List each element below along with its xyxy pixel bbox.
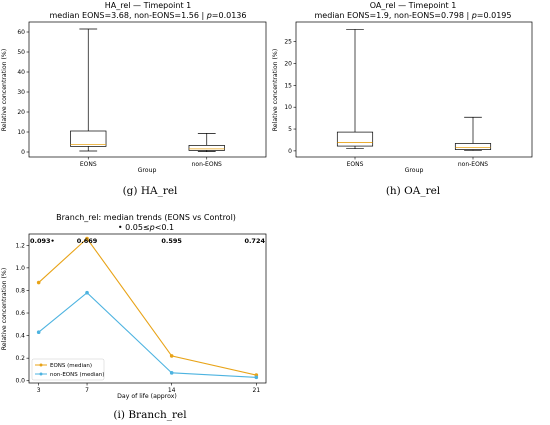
- g-ytick-label: 0: [21, 149, 25, 156]
- g-ytick-label: 50: [17, 49, 25, 56]
- i-ytick-label: 0.4: [15, 333, 25, 340]
- g-ytick-label: 60: [17, 29, 25, 36]
- panel-g-caption: (g) HA_rel: [123, 185, 178, 197]
- panel-i-xlabel: Day of life (approx): [117, 393, 177, 400]
- panel-i-title: Branch_rel: median trends (EONS vs Contr…: [56, 213, 236, 222]
- g-ytick-label: 10: [17, 129, 25, 136]
- h-box-eons-iqr: [336, 131, 374, 147]
- panel-h-subtitle: median EONS=1.9, non-EONS=0.798 | p=0.01…: [315, 11, 512, 20]
- g-xtick-label-eons: EONS: [80, 161, 97, 168]
- g-ytick-label: 30: [17, 89, 25, 96]
- g-ytick-label: 40: [17, 69, 25, 76]
- series-non-eons-point: [85, 290, 89, 295]
- panel-i: Branch_rel: median trends (EONS vs Contr…: [1, 213, 267, 421]
- panel-h-boxes: [336, 29, 492, 151]
- panel-g-plot-area: [28, 21, 267, 158]
- panel-h-xlabel: Group: [405, 167, 424, 174]
- i-ytick-label: 1.2: [15, 242, 25, 249]
- panel-h-title: OA_rel — Timepoint 1: [370, 1, 457, 10]
- panel-g-title: HA_rel — Timepoint 1: [105, 1, 191, 10]
- h-xtick-label-non-eons: non-EONS: [458, 161, 488, 168]
- h-ytick-label: 5: [288, 126, 292, 133]
- series-eons-point: [36, 280, 41, 285]
- i-xtick-label: 14: [168, 387, 176, 394]
- i-ytick-label: 0.8: [15, 287, 25, 294]
- i-xtick-label: 3: [37, 387, 41, 394]
- i-ytick-label: 0.0: [15, 378, 25, 385]
- panel-g-subtitle: median EONS=3.68, non-EONS=1.56 | p=0.01…: [50, 11, 247, 20]
- i-ytick-label: 0.6: [15, 310, 25, 317]
- h-ytick-label: 25: [284, 39, 292, 46]
- panel-g-ylabel: Relative concentration (%): [1, 49, 8, 131]
- g-box-non-eons: [188, 133, 225, 152]
- series-eons-point: [169, 354, 174, 358]
- panel-i-y-ticks: 0.0 0.2 0.4 0.6 0.8 1.0 1.2: [15, 242, 29, 385]
- h-box-eons: [336, 29, 374, 150]
- g-box-non-eons-iqr: [188, 145, 225, 151]
- panel-g-boxes: [70, 28, 225, 152]
- h-box-non-eons-iqr: [454, 143, 492, 150]
- h-ytick-label: 0: [288, 148, 292, 155]
- series-non-eons-point: [36, 330, 41, 335]
- h-ytick-label: 20: [284, 61, 292, 68]
- legend-box: [31, 358, 105, 381]
- g-box-eons: [70, 28, 107, 152]
- series-non-eons-line: [38, 291, 257, 378]
- legend-non-eons-label: non-EONS (median): [50, 372, 104, 378]
- series-eons-point: [85, 236, 89, 241]
- panel-g-xlabel: Group: [138, 167, 157, 174]
- panel-i-legend: EONS (median) non-EONS (median): [31, 358, 105, 381]
- panel-i-caption: (i) Branch_rel: [113, 409, 187, 421]
- panel-i-plot-area: [28, 233, 267, 384]
- panel-h: OA_rel — Timepoint 1 median EONS=1.9, no…: [272, 1, 533, 197]
- p-annotation-day-14: 0.595: [161, 237, 182, 245]
- i-xtick-label: 21: [253, 387, 261, 394]
- p-annotation-day-7: 0.669: [77, 237, 98, 245]
- h-box-non-eons: [454, 116, 492, 151]
- g-box-eons-iqr: [70, 130, 107, 147]
- p-annotation-day-21: 0.724: [244, 237, 265, 245]
- panel-i-series: [36, 236, 259, 380]
- h-ytick-label: 15: [284, 82, 292, 89]
- panel-h-x-ticks: EONS non-EONS: [347, 157, 488, 168]
- panel-g-y-ticks: 0 10 20 30 40 50 60: [17, 29, 29, 156]
- g-ytick-label: 20: [17, 109, 25, 116]
- series-eons-line: [38, 237, 257, 376]
- panel-h-plot-area: [295, 21, 533, 158]
- p-annotation-day-3: 0.093•: [30, 237, 55, 245]
- panel-h-caption: (h) OA_rel: [386, 185, 441, 197]
- i-ytick-label: 0.2: [15, 355, 25, 362]
- series-non-eons-point: [169, 371, 174, 375]
- series-non-eons-point: [254, 375, 259, 380]
- panel-g: HA_rel — Timepoint 1 median EONS=3.68, n…: [1, 1, 267, 197]
- panel-h-ylabel: Relative concentration (%): [272, 49, 279, 131]
- legend-eons-label: EONS (median): [50, 363, 92, 369]
- panel-h-y-ticks: 0 5 10 15 20 25: [284, 39, 296, 155]
- panel-i-x-ticks: 3 7 14 21: [37, 383, 261, 394]
- panel-g-x-ticks: EONS non-EONS: [80, 157, 222, 168]
- legend-eons-marker: [39, 363, 43, 367]
- i-xtick-label: 7: [85, 387, 89, 394]
- h-xtick-label-eons: EONS: [347, 161, 364, 168]
- g-xtick-label-non-eons: non-EONS: [192, 161, 222, 168]
- h-ytick-label: 10: [284, 104, 292, 111]
- i-ytick-label: 1.0: [15, 265, 25, 272]
- panel-i-p-annotations: 0.093• 0.669 0.595 0.724: [30, 237, 265, 245]
- panel-i-ylabel: Relative concentration (%): [1, 268, 8, 350]
- legend-non-eons-marker: [39, 372, 43, 376]
- panel-i-subtitle: • 0.05≤p<0.1: [118, 223, 174, 232]
